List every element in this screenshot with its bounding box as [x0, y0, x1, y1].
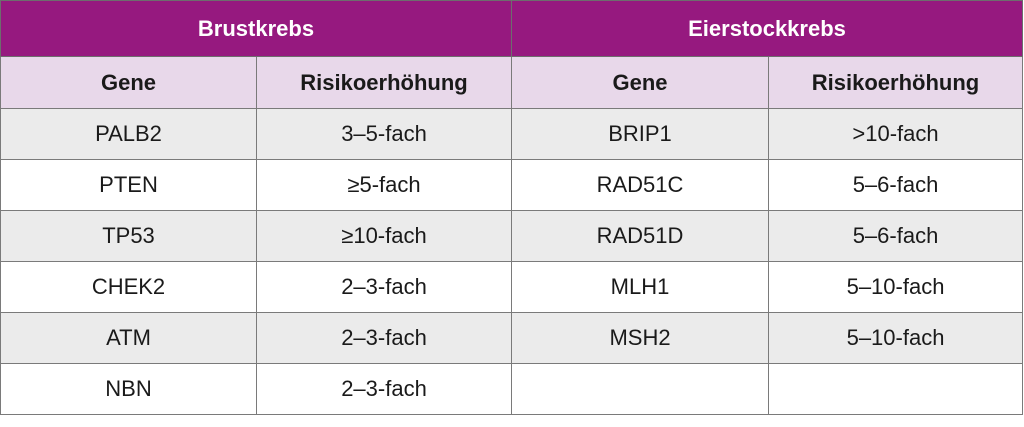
ovarian-risk-cell: 5–6-fach — [767, 210, 1024, 262]
breast-risk-cell: 2–3-fach — [256, 363, 512, 415]
ovarian-gene-cell — [511, 363, 769, 415]
ovarian-gene-cell: MSH2 — [511, 312, 769, 364]
ovarian-risk-cell — [767, 363, 1024, 415]
breast-risk-cell: ≥5-fach — [256, 159, 512, 211]
table-row: TP53 ≥10-fach RAD51D 5–6-fach — [0, 210, 1024, 262]
breast-risk-cell: 3–5-fach — [256, 108, 512, 160]
breast-gene-cell: PALB2 — [0, 108, 257, 160]
ovarian-risk-cell: 5–6-fach — [767, 159, 1024, 211]
table-row: NBN 2–3-fach — [0, 363, 1024, 415]
table-row: ATM 2–3-fach MSH2 5–10-fach — [0, 312, 1024, 364]
breast-gene-cell: PTEN — [0, 159, 257, 211]
column-header-ovarian-risk: Risikoerhöhung — [767, 56, 1024, 109]
gene-risk-table: Brustkrebs Eierstockkrebs Gene Risikoerh… — [0, 0, 1024, 415]
breast-gene-cell: CHEK2 — [0, 261, 257, 313]
breast-gene-cell: NBN — [0, 363, 257, 415]
group-header-breast-cancer: Brustkrebs — [0, 0, 512, 57]
ovarian-risk-cell: >10-fach — [767, 108, 1024, 160]
group-header-ovarian-cancer: Eierstockkrebs — [510, 0, 1024, 57]
ovarian-risk-cell: 5–10-fach — [767, 312, 1024, 364]
ovarian-gene-cell: RAD51C — [511, 159, 769, 211]
column-header-row: Gene Risikoerhöhung Gene Risikoerhöhung — [0, 56, 1024, 109]
column-header-ovarian-gene: Gene — [511, 56, 769, 109]
table-row: PTEN ≥5-fach RAD51C 5–6-fach — [0, 159, 1024, 211]
breast-gene-cell: ATM — [0, 312, 257, 364]
ovarian-gene-cell: MLH1 — [511, 261, 769, 313]
ovarian-gene-cell: RAD51D — [511, 210, 769, 262]
table-row: CHEK2 2–3-fach MLH1 5–10-fach — [0, 261, 1024, 313]
breast-risk-cell: ≥10-fach — [256, 210, 512, 262]
table-row: PALB2 3–5-fach BRIP1 >10-fach — [0, 108, 1024, 160]
breast-risk-cell: 2–3-fach — [256, 312, 512, 364]
column-header-breast-gene: Gene — [0, 56, 257, 109]
breast-gene-cell: TP53 — [0, 210, 257, 262]
column-header-breast-risk: Risikoerhöhung — [256, 56, 512, 109]
ovarian-risk-cell: 5–10-fach — [767, 261, 1024, 313]
ovarian-gene-cell: BRIP1 — [511, 108, 769, 160]
breast-risk-cell: 2–3-fach — [256, 261, 512, 313]
group-header-row: Brustkrebs Eierstockkrebs — [0, 0, 1024, 57]
